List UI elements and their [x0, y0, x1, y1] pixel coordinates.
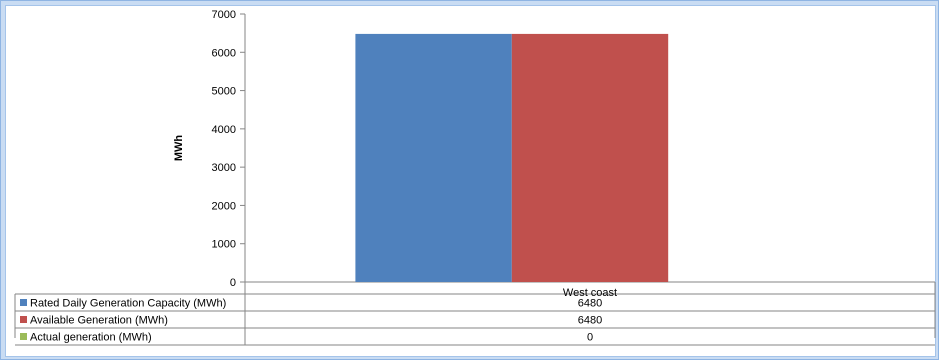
- y-tick-label: 3000: [212, 162, 236, 174]
- bar-2: [511, 33, 669, 283]
- legend-label-3: Actual generation (MWh): [30, 332, 152, 344]
- data-value-2: 6480: [578, 315, 602, 327]
- bar-1: [355, 33, 512, 283]
- legend-label-1: Rated Daily Generation Capacity (MWh): [30, 298, 226, 310]
- y-tick-label: 1000: [212, 239, 236, 251]
- legend-label-2: Available Generation (MWh): [30, 315, 168, 327]
- legend-key-1: [20, 299, 27, 306]
- data-value-1: 6480: [578, 298, 602, 310]
- y-tick-label: 4000: [212, 124, 236, 136]
- y-tick-label: 7000: [212, 9, 236, 21]
- y-tick-label: 2000: [212, 200, 236, 212]
- legend-key-2: [20, 316, 27, 323]
- data-value-3: 0: [587, 332, 593, 344]
- y-axis-title: MWh: [173, 135, 185, 162]
- y-tick-label: 6000: [212, 47, 236, 59]
- y-tick-label: 5000: [212, 86, 236, 98]
- x-category-label: West coast: [563, 287, 617, 299]
- y-tick-label: 0: [230, 277, 236, 289]
- legend-key-3: [20, 333, 27, 340]
